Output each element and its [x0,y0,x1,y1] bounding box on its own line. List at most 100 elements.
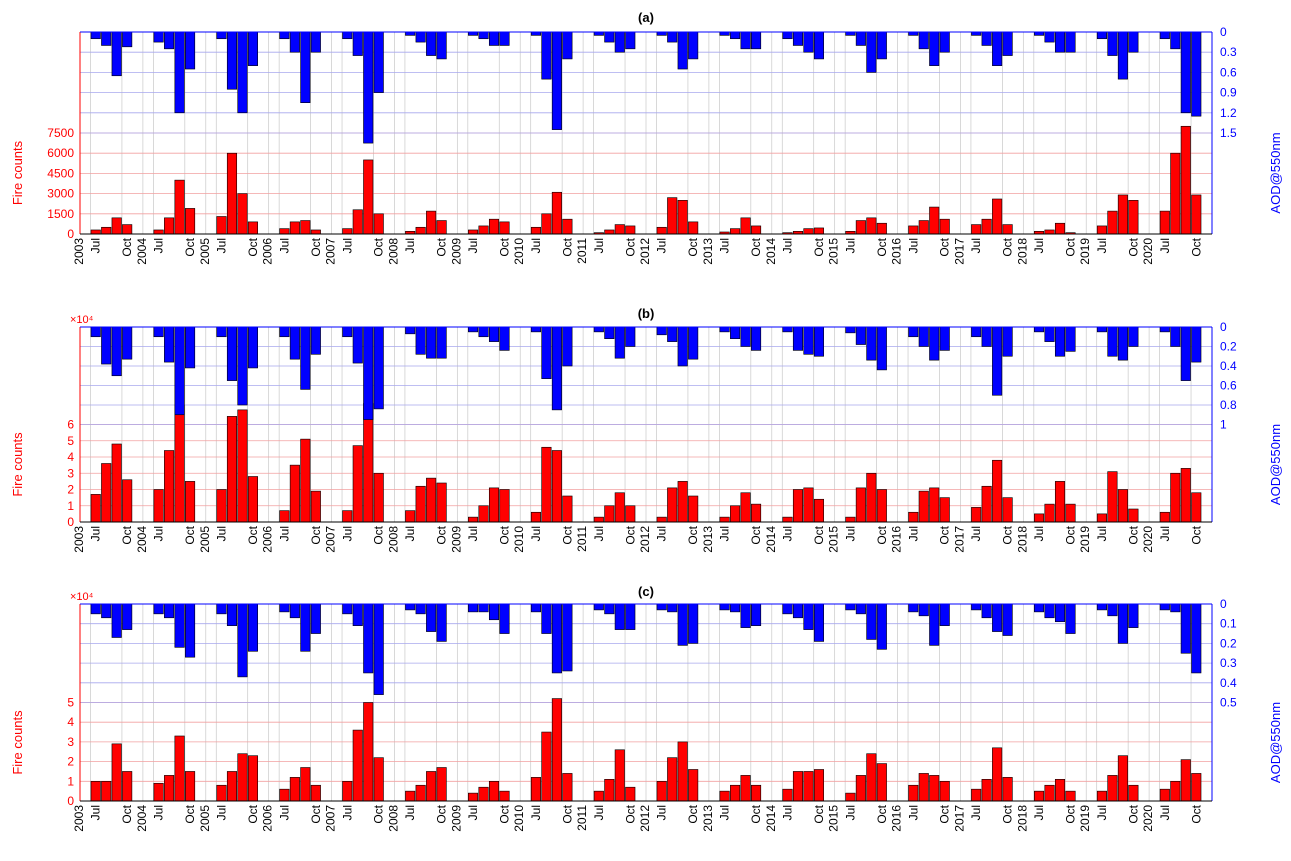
fire-bar [300,220,311,235]
aod-bar [226,31,238,90]
aod-bar [499,603,510,634]
x-tick-label: 2016 [890,805,904,832]
fire-bar [992,459,1003,523]
x-tick-label: Jul [718,238,732,253]
fire-bar [1117,194,1128,235]
aod-bar [1096,603,1107,611]
aod-bar [562,603,573,672]
x-tick-label: Jul [152,238,166,253]
aod-bar [918,326,929,347]
fire-bar [855,775,866,802]
aod-bar [929,31,940,66]
fire-bar [614,492,625,523]
x-tick-label: Jul [1158,526,1172,541]
aod-bar [803,31,814,53]
fire-bar [918,490,929,523]
x-tick-label: 2004 [135,805,149,832]
aod-bar [719,603,730,611]
aod-bar [185,603,196,658]
x-tick-label: Jul [718,526,732,541]
x-tick-label: 2020 [1141,526,1155,553]
fire-bar [1180,759,1191,802]
x-tick-label: Oct [623,804,637,823]
x-tick-label: 2006 [261,238,275,265]
fire-bar [153,489,164,523]
fire-bar [551,698,562,802]
fire-bar [688,495,699,523]
x-tick-label: Oct [812,804,826,823]
aod-bar [363,326,374,420]
x-tick-label: Oct [498,804,512,823]
aod-bar [164,603,175,619]
left-tick-label: 0 [67,515,74,529]
fire-bar [1096,225,1107,235]
fire-bar [939,780,950,802]
fire-bar [530,511,541,523]
right-tick-label: 0.6 [1220,65,1237,79]
x-tick-label: Jul [529,238,543,253]
aod-bar [310,31,321,53]
panel-b: 0 1 2 3 4 5 6 ×10⁴ Fire counts 0 0.2 0.4 0.6 0.8 1 AOD@… [10,306,1283,553]
x-tick-label: Oct [120,237,134,256]
fire-bar [929,487,940,523]
x-tick-label: Jul [215,238,229,253]
x-tick-label: 2007 [324,805,338,832]
aod-bar [562,31,573,60]
aod-bar [855,31,866,46]
x-tick-label: Oct [686,237,700,256]
fire-bar [866,753,877,802]
fire-bar [551,191,562,235]
aod-bar [122,31,133,48]
aod-bar [813,326,824,357]
fire-bar [1054,481,1066,523]
aod-bar [1191,31,1202,117]
fire-bar [185,771,196,802]
fire-bar [677,200,688,235]
x-tick-label: Oct [749,525,763,544]
aod-bar [656,603,667,611]
x-tick-label: 2003 [72,805,86,832]
fire-bar [971,224,982,235]
aod-bar [90,31,101,40]
x-tick-label: 2016 [890,526,904,553]
x-tick-label: Oct [1001,804,1015,823]
aod-bar [939,326,950,351]
fire-bar [300,438,311,523]
fire-bar [625,786,636,802]
x-tick-label: Jul [89,238,103,253]
aod-bar [677,31,688,70]
aod-bar [593,31,604,36]
aod-bar [1117,31,1128,80]
aod-bar [436,326,447,359]
x-tick-label: Jul [592,238,606,253]
fire-bar [342,510,353,523]
right-tick-label: 0.5 [1220,696,1237,710]
aod-bar [971,326,982,338]
x-tick-label: Jul [403,805,417,820]
panel-title: (c) [638,584,654,599]
aod-bar [373,31,384,93]
left-tick-label: 1500 [47,207,74,221]
aod-bar [625,31,636,50]
fire-bar [751,784,762,802]
x-tick-label: Oct [183,804,197,823]
x-tick-label: Jul [1158,238,1172,253]
x-tick-label: Jul [466,805,480,820]
right-tick-label: 0.3 [1220,656,1237,670]
aod-bar [667,31,678,43]
aod-bar [751,326,762,351]
right-tick-label: 0.8 [1220,398,1237,412]
aod-bar [185,326,196,369]
fire-bar [803,771,814,802]
fire-bar [782,788,793,802]
x-tick-label: Oct [498,525,512,544]
aod-bar [1128,326,1139,347]
panel-title: (a) [638,10,654,25]
aod-bar [782,326,793,333]
left-tick-label: 5 [67,434,74,448]
fire-bar [593,516,604,523]
aod-bar [751,603,762,626]
x-tick-label: Oct [120,804,134,823]
x-tick-label: 2003 [72,526,86,553]
x-tick-label: 2013 [701,238,715,265]
